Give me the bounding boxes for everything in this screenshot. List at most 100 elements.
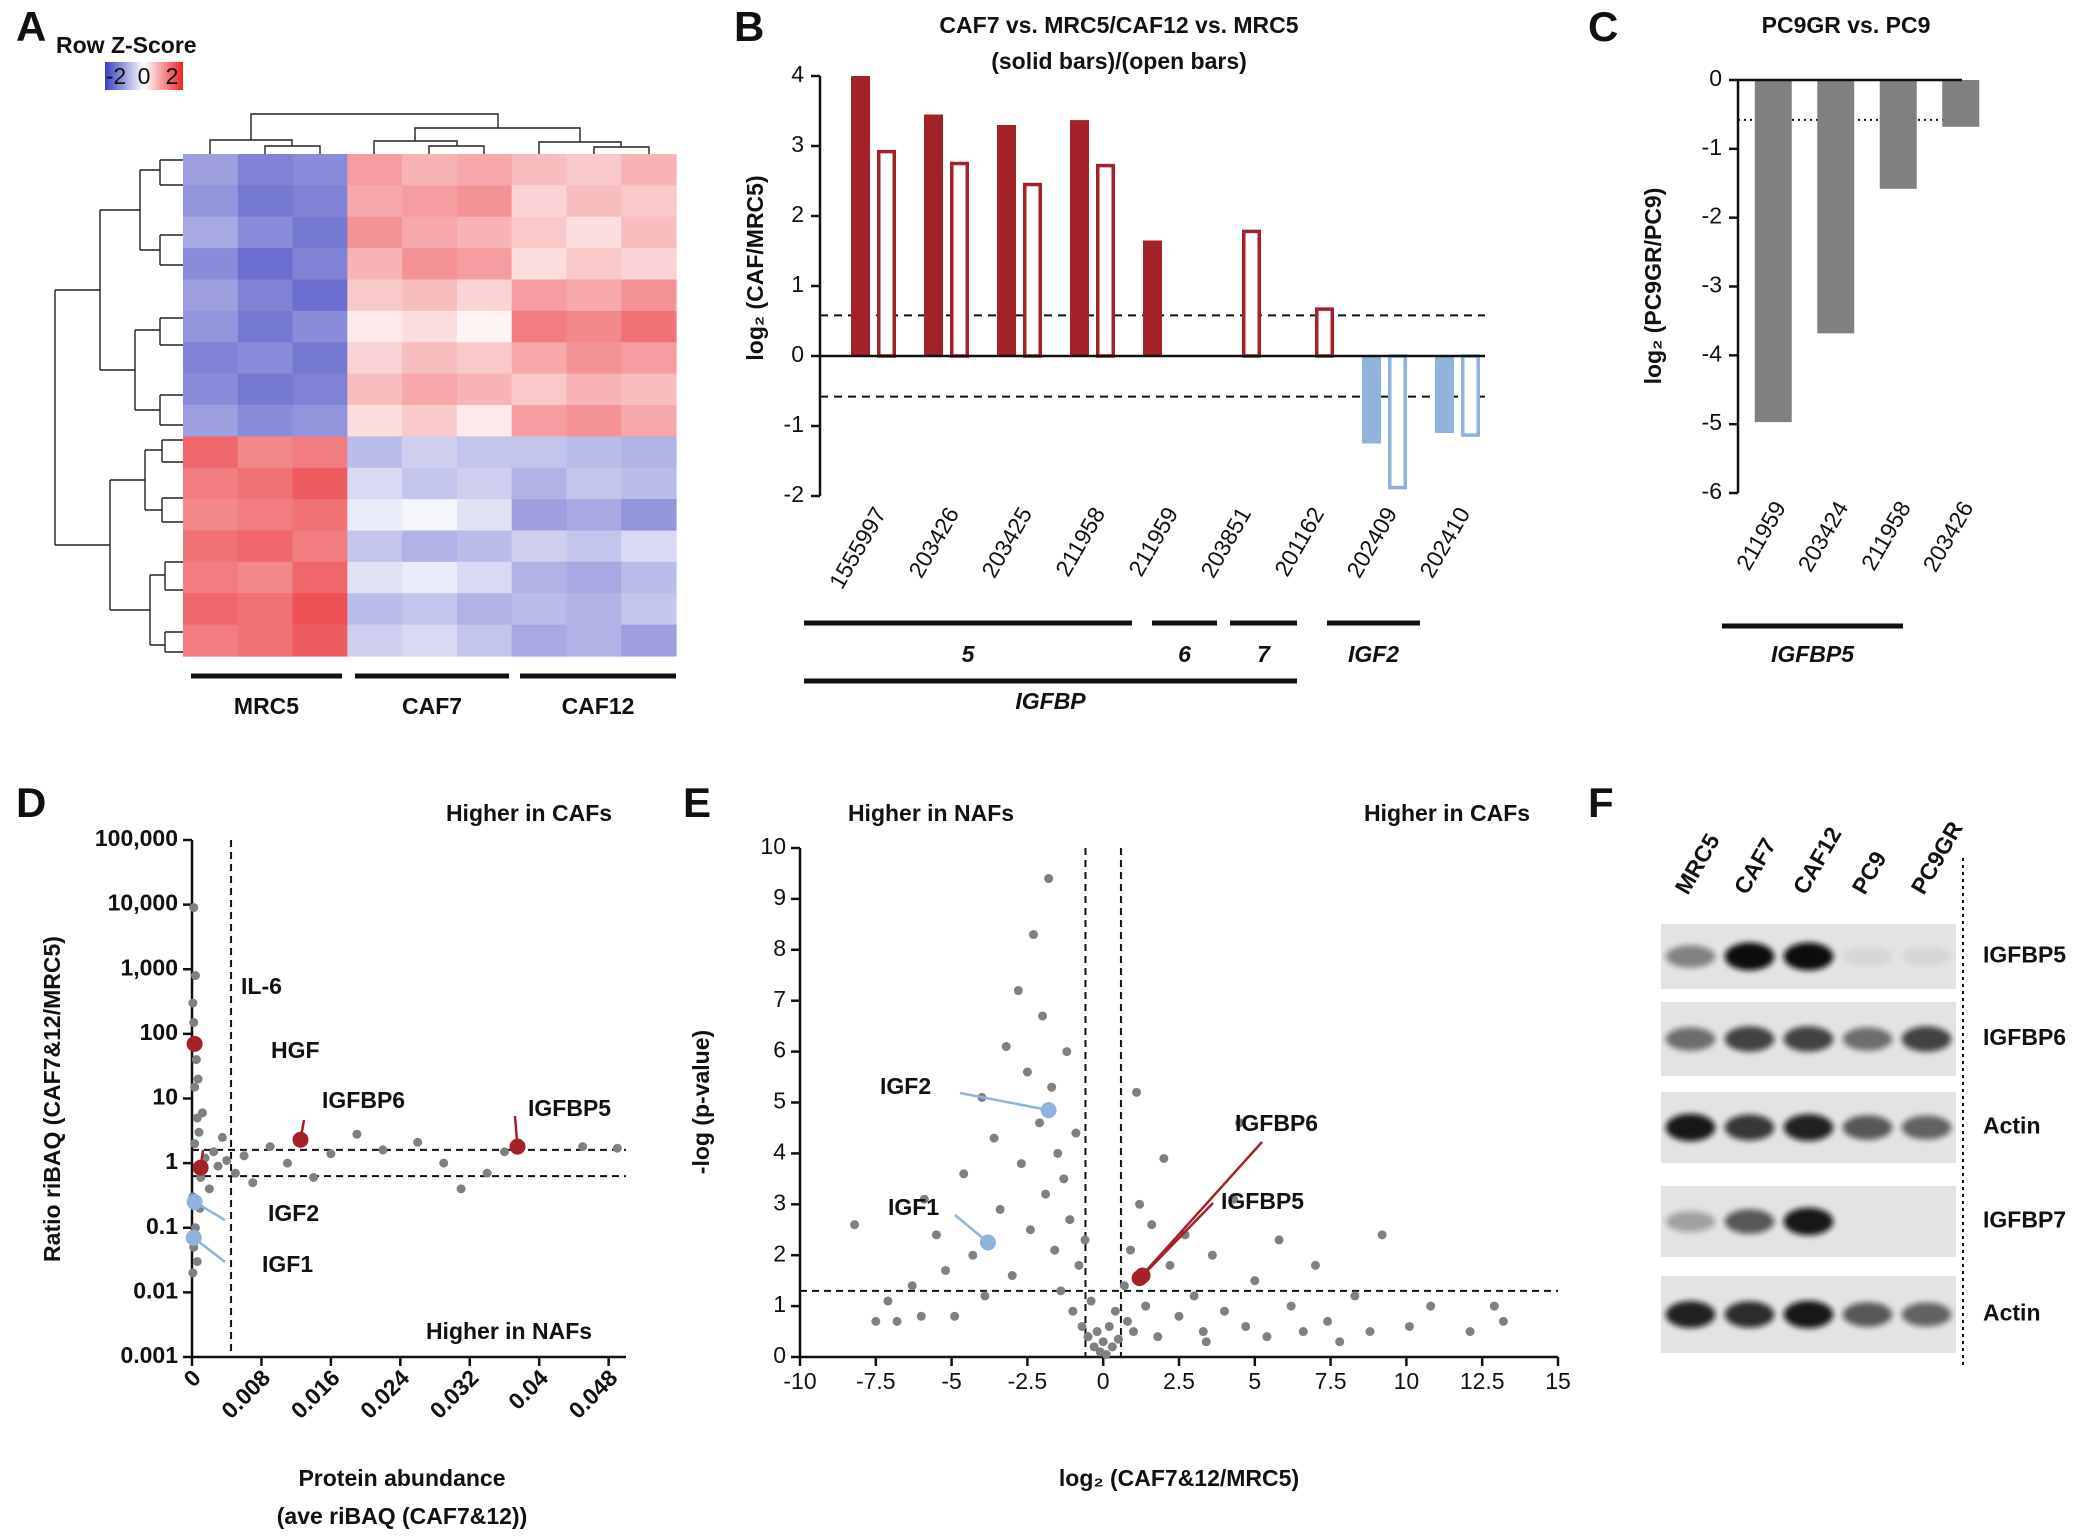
heatmap-cell (183, 373, 239, 406)
heatmap-cell (347, 154, 403, 186)
heatmap-cell (566, 248, 622, 281)
x-tick-label: 12.5 (1460, 1368, 1505, 1394)
leader-line (1141, 1202, 1214, 1277)
heatmap-cell (183, 499, 239, 532)
point (190, 1139, 200, 1149)
heatmap-cell (511, 185, 568, 218)
heatmap-cell (511, 279, 568, 312)
bar (997, 125, 1016, 356)
bar (1242, 229, 1261, 358)
heatmap-cell (292, 530, 348, 563)
point (1101, 1349, 1111, 1359)
point (1377, 1230, 1387, 1240)
point (1129, 1327, 1139, 1337)
heatmap-cell (347, 310, 403, 343)
heatmap-cell (621, 248, 677, 281)
heatmap-cell (621, 530, 677, 563)
point (1310, 1260, 1320, 1270)
y-tick-label: -2 (784, 481, 804, 507)
point (1165, 1260, 1175, 1270)
point (871, 1316, 881, 1326)
y-tick-label: 9 (773, 884, 786, 910)
heatmap-cell (566, 405, 622, 437)
point (309, 1172, 319, 1182)
heatmap-cell (621, 405, 677, 437)
heatmap-cell (237, 154, 294, 186)
x-tick-label: 0 (1097, 1368, 1110, 1394)
point (907, 1281, 917, 1291)
point (217, 1132, 227, 1142)
x-tick-label: 201162 (1269, 503, 1329, 581)
y-axis-label: Ratio riBAQ (CAF7&12/MRC5) (39, 936, 65, 1262)
band (1783, 1300, 1834, 1329)
point (959, 1169, 969, 1179)
heatmap-cell (402, 561, 458, 594)
point (1025, 1225, 1035, 1235)
band (1842, 1302, 1893, 1327)
point (1250, 1276, 1260, 1286)
bar (1096, 163, 1115, 358)
point (1262, 1332, 1272, 1342)
group-label: CAF7 (402, 693, 462, 719)
heatmap-cell (511, 499, 568, 532)
x-tick-label: 0.04 (503, 1364, 553, 1414)
x-tick-label: 203851 (1195, 503, 1256, 582)
x-tick-label: 7.5 (1315, 1368, 1347, 1394)
x-axis-label: log₂ (CAF7&12/MRC5) (1059, 1465, 1299, 1491)
x-axis-label: Protein abundance (298, 1465, 505, 1491)
point (1189, 1291, 1199, 1301)
y-tick-label: -3 (1702, 272, 1722, 298)
heatmap-cell (456, 593, 513, 626)
x-tick-label: -7.5 (856, 1368, 896, 1394)
heatmap-cell (566, 436, 622, 469)
x-tick-label: -2.5 (1008, 1368, 1048, 1394)
y-tick-label: -5 (1702, 409, 1722, 435)
heatmap-cell (402, 342, 458, 375)
heatmap-cell (183, 561, 239, 594)
heatmap-cell (347, 436, 403, 469)
point (194, 1127, 204, 1137)
band (1783, 942, 1834, 971)
heatmap-cell (456, 154, 513, 186)
heatmap-cell (621, 342, 677, 375)
point (1065, 1215, 1075, 1225)
point (1119, 1281, 1129, 1291)
x-tick-label: 10 (1394, 1368, 1420, 1394)
heatmap-cell (292, 373, 348, 406)
heatmap-cell (511, 373, 568, 406)
row-label: IGFBP5 (1983, 942, 2066, 968)
x-tick-label: 5 (1248, 1368, 1261, 1394)
x-tick-label: 203426 (903, 503, 964, 582)
x-tick-label: 211958 (1856, 497, 1916, 575)
heatmap-cell (621, 624, 677, 657)
highlight-label: IGF1 (888, 1194, 939, 1220)
panel-letter: B (734, 3, 764, 50)
y-axis-label: -log (p-value) (688, 1030, 714, 1174)
group-label: CAF12 (562, 693, 635, 719)
point (190, 971, 200, 981)
point (197, 1108, 207, 1118)
highlight-point (509, 1138, 526, 1155)
highlight-label: IL-6 (241, 973, 282, 999)
point (1104, 1321, 1114, 1331)
y-tick-label: 5 (773, 1088, 786, 1114)
point (191, 1055, 201, 1065)
point (1489, 1301, 1499, 1311)
heatmap-cell (347, 405, 403, 437)
band (1783, 1207, 1834, 1236)
heatmap-cell (183, 216, 239, 249)
point (1350, 1291, 1360, 1301)
colorbar-tick-label: 2 (166, 63, 179, 89)
group-label: 7 (1257, 641, 1271, 667)
heatmap-cell (566, 593, 622, 626)
highlight-point (979, 1234, 996, 1251)
point (1241, 1321, 1251, 1331)
point (1426, 1301, 1436, 1311)
colorbar-tick-label: 0 (138, 63, 151, 89)
point (209, 1147, 219, 1157)
heatmap-cell (292, 593, 348, 626)
x-tick-label: 203424 (1792, 496, 1853, 576)
heatmap-cell (237, 593, 294, 626)
x-tick-label: 0 (178, 1364, 205, 1391)
x-tick-label: -5 (941, 1368, 961, 1394)
